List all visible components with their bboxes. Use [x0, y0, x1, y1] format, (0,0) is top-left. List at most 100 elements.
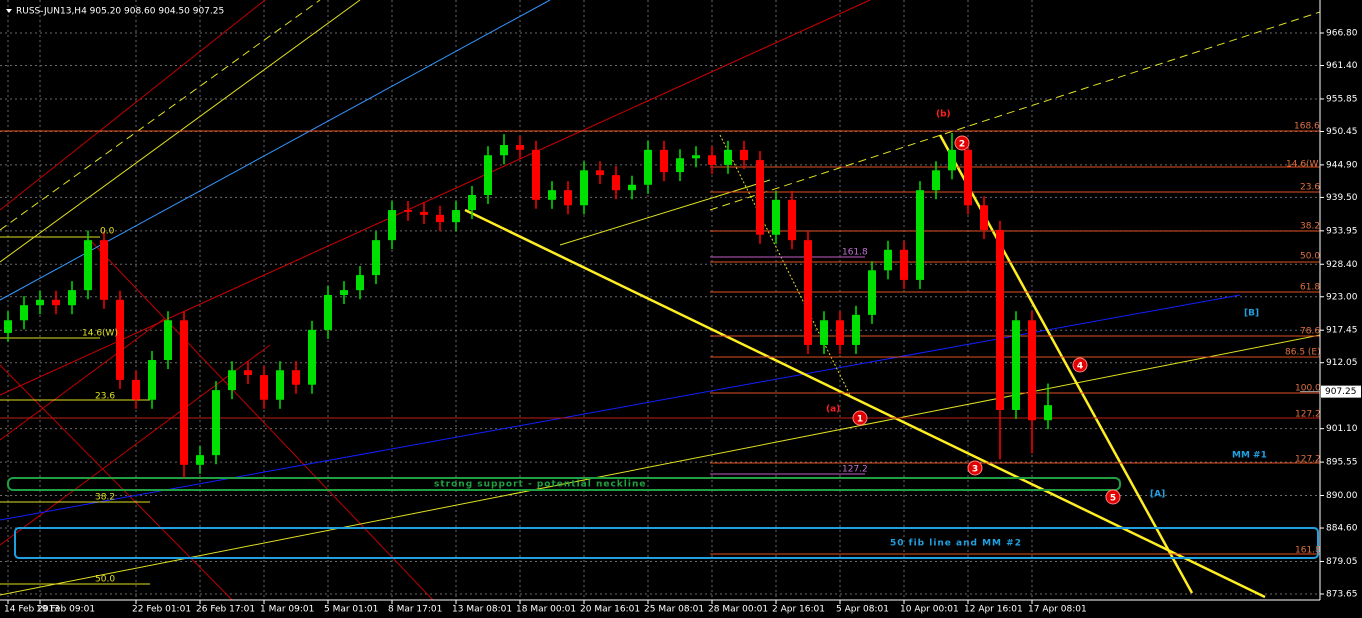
candle-body [292, 370, 300, 385]
candle-body [932, 170, 940, 191]
candle-body [820, 320, 828, 345]
x-tick-label: 20 Mar 16:01 [580, 605, 640, 615]
candle-body [628, 184, 636, 191]
candle-body [884, 249, 892, 271]
candle-body [740, 149, 748, 161]
y-tick-label: 933.95 [1326, 226, 1358, 236]
candle-body [356, 275, 364, 291]
price-axis [1320, 0, 1362, 618]
wave-marker [852, 410, 868, 426]
wave-marker [1105, 489, 1121, 505]
candle-body [708, 155, 716, 165]
x-tick-label: 2 Apr 16:01 [772, 605, 825, 615]
fib-label: 50.0 [1300, 252, 1320, 262]
candle-body [564, 190, 572, 206]
chart-title: RUSS-JUN13,H4 905.20 908.60 904.50 907.2… [16, 7, 224, 17]
trend-line [0, 0, 321, 231]
x-tick-label: 14 Feb 2013 [4, 605, 60, 615]
fib-label: 127.2 [842, 465, 868, 475]
candle-body [4, 320, 12, 333]
x-tick-label: 13 Mar 08:01 [452, 605, 512, 615]
candle-body [964, 149, 972, 206]
candle-body [276, 370, 284, 400]
y-tick-label: 961.40 [1326, 61, 1358, 71]
trend-line [0, 364, 251, 618]
candle-body [436, 214, 444, 223]
wave-label: [A] [1150, 490, 1165, 500]
x-tick-label: 12 Apr 16:01 [964, 605, 1023, 615]
last-price-box [1321, 385, 1361, 398]
candle-body [388, 210, 396, 241]
candle-body [868, 270, 876, 315]
candle-body [836, 320, 844, 345]
trend-line [0, 0, 871, 396]
candle-body [1012, 320, 1020, 410]
x-tick-label: 17 Apr 08:01 [1028, 605, 1087, 615]
fib-label: 161.8 [842, 248, 868, 258]
x-tick-label: 18 Mar 00:01 [516, 605, 576, 615]
menu-arrow[interactable] [6, 9, 12, 13]
candle-body [164, 320, 172, 361]
trend-line [0, 317, 166, 441]
candle-body [132, 379, 140, 400]
candle-body [484, 155, 492, 196]
candle-body [692, 155, 700, 159]
y-tick-label: 879.05 [1326, 557, 1358, 567]
y-tick-label: 895.55 [1326, 458, 1358, 468]
y-tick-label: 901.10 [1326, 424, 1358, 434]
fib-label: 23.6 [1300, 183, 1320, 193]
y-tick-label: 890.00 [1326, 491, 1358, 501]
fib-label: 127.2 [1295, 455, 1321, 465]
y-tick-label: 917.45 [1326, 326, 1358, 336]
candle-body [180, 320, 188, 465]
candle-body [100, 240, 108, 300]
y-tick-label: 912.05 [1326, 358, 1358, 368]
trend-line [719, 134, 851, 396]
y-tick-label: 950.45 [1326, 127, 1358, 137]
x-tick-label: 1 Mar 09:01 [260, 605, 314, 615]
candle-body [852, 314, 860, 345]
candle-body [372, 240, 380, 276]
trend-line [0, 334, 1321, 596]
candle-body [548, 190, 556, 200]
candle-body [84, 240, 92, 291]
candle-body [420, 211, 428, 215]
wave-label: 5 [1110, 494, 1116, 504]
x-tick-label: 10 Apr 00:01 [900, 605, 959, 615]
candle-body [148, 360, 156, 400]
fib-label: 38.2 [95, 493, 115, 503]
x-tick-label: 5 Apr 08:01 [836, 605, 889, 615]
candle-body [116, 299, 124, 380]
x-tick-label: 22 Feb 01:01 [132, 605, 191, 615]
fib-label: 168.6 [1294, 122, 1320, 132]
fib-label: 14.6(W) [82, 329, 118, 339]
candle-body [324, 294, 332, 330]
trend-line [464, 208, 1266, 599]
y-tick-label: 923.00 [1326, 292, 1358, 302]
candle-body [260, 375, 268, 400]
candle-body [660, 149, 668, 173]
wave-marker [954, 135, 970, 151]
candle-body [340, 290, 348, 295]
fib-label: 23.6 [95, 392, 115, 402]
wave-label: 4 [1077, 362, 1083, 372]
fib-label: 38.2 [1300, 222, 1320, 232]
support-box [7, 477, 1121, 491]
candle-body [804, 240, 812, 345]
wave-label: (b) [936, 110, 951, 120]
wave-label: 2 [959, 140, 965, 150]
fib-label: 161.8 [1295, 546, 1321, 556]
wave-marker [967, 460, 983, 476]
fib-label: 14.6(W) [1286, 160, 1322, 170]
candle-body [228, 370, 236, 391]
candle-body [580, 170, 588, 206]
candle-body [980, 205, 988, 230]
candle-body [244, 370, 252, 376]
trend-line [89, 239, 451, 618]
wave-label: (a) [826, 405, 840, 415]
candle-body [52, 299, 60, 306]
time-axis [0, 600, 1362, 618]
wave-label: [B] [1244, 309, 1259, 319]
candle-body [724, 149, 732, 165]
